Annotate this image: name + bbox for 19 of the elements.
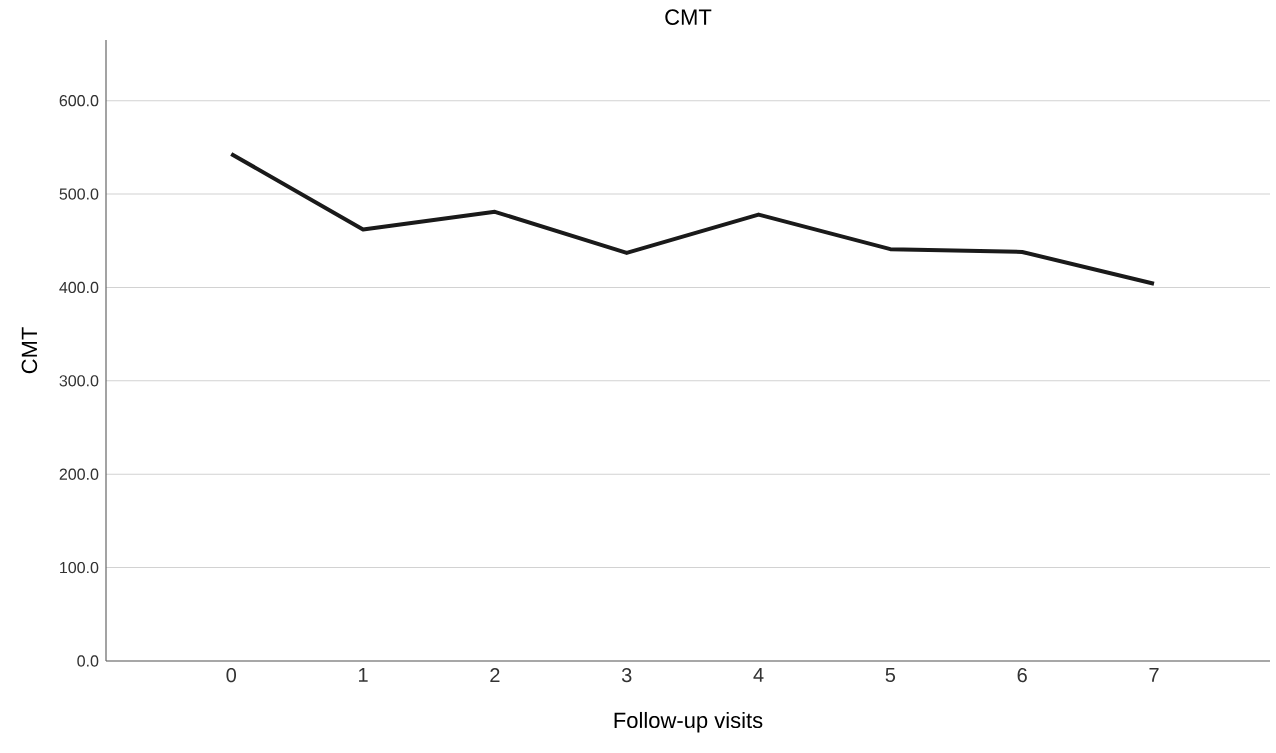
y-tick-label: 100.0 xyxy=(60,561,99,574)
y-tick-label: 0.0 xyxy=(77,655,99,667)
y-axis-title: CMT xyxy=(21,327,38,374)
x-tick-label: 2 xyxy=(490,668,500,683)
y-tick-label: 200.0 xyxy=(59,468,99,480)
x-tick-label: 7 xyxy=(1149,668,1159,682)
y-tick-label: 600.0 xyxy=(59,95,99,107)
x-axis-title: Follow-up visits xyxy=(614,711,763,733)
x-tick-label: 4 xyxy=(753,668,764,682)
x-tick-label: 6 xyxy=(1017,668,1027,683)
y-tick-label: 300.0 xyxy=(59,375,99,387)
chart-title: CMT xyxy=(665,9,712,25)
x-tick-label: 3 xyxy=(621,668,632,683)
line-series xyxy=(229,151,1156,286)
x-tick-label: 0 xyxy=(226,668,237,683)
y-tick-label: 400.0 xyxy=(59,281,99,294)
x-tick-label: 5 xyxy=(885,668,896,682)
x-tick-label: 1 xyxy=(359,668,368,682)
y-tick-label: 500.0 xyxy=(59,188,99,200)
